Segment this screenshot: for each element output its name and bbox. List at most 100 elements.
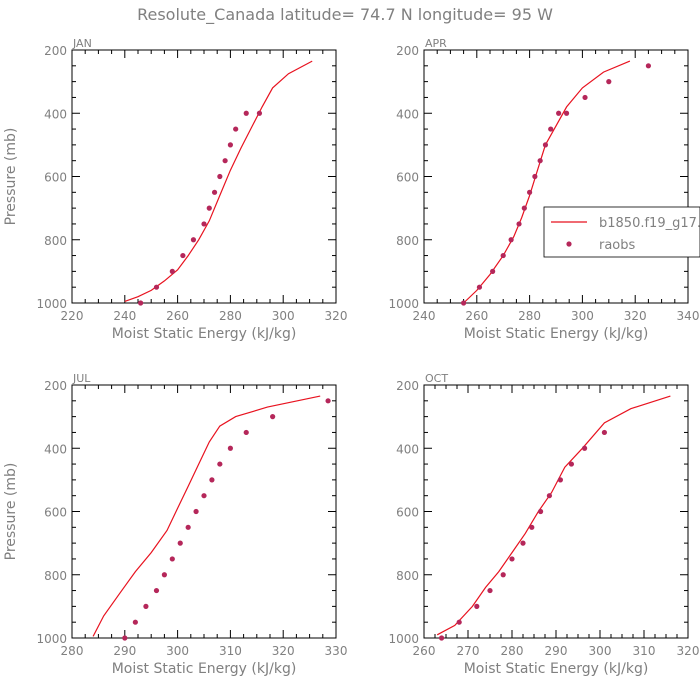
x-tick-label: 260 [166, 309, 189, 323]
raobs-point [325, 398, 331, 404]
y-tick-label: 1000 [388, 632, 419, 646]
x-tick-label: 310 [633, 644, 656, 658]
panel-label: APR [425, 37, 447, 50]
x-axis-label: Moist Static Energy (kJ/kg) [112, 326, 297, 342]
x-tick-label: 310 [219, 644, 242, 658]
x-tick-label: 340 [677, 309, 700, 323]
y-tick-label: 200 [44, 379, 67, 393]
y-axis-label: Pressure (mb) [3, 128, 19, 226]
raobs-point [557, 477, 564, 483]
raobs-point [201, 221, 207, 227]
x-tick-label: 330 [325, 644, 348, 658]
raobs-point [461, 300, 467, 306]
y-tick-label: 600 [44, 506, 67, 520]
x-tick-label: 260 [465, 309, 488, 323]
x-tick-label: 280 [518, 309, 541, 323]
legend: b1850.f19_g17.raobs [543, 206, 700, 258]
raobs-point [177, 540, 183, 546]
raobs-point [132, 619, 138, 625]
raobs-point [227, 445, 233, 451]
y-tick-label: 1000 [36, 632, 67, 646]
raobs-point [122, 635, 128, 641]
raobs-point [546, 493, 553, 499]
raobs-point [169, 268, 175, 274]
x-tick-label: 290 [545, 644, 568, 658]
raobs-point [233, 126, 239, 132]
panel-label: OCT [425, 372, 448, 385]
model-line [463, 60, 631, 304]
raobs-point [529, 524, 535, 530]
raobs-point [542, 142, 549, 148]
x-tick-label: 300 [166, 644, 189, 658]
raobs-point [206, 205, 212, 211]
x-axis-label: Moist Static Energy (kJ/kg) [464, 326, 649, 342]
panel-label: JUL [72, 372, 91, 385]
y-tick-label: 200 [396, 379, 419, 393]
legend-box [543, 206, 700, 258]
x-tick-label: 300 [272, 309, 295, 323]
y-tick-label: 600 [396, 171, 419, 185]
x-axis-label: Moist Static Energy (kJ/kg) [112, 661, 297, 677]
x-tick-label: 290 [113, 644, 136, 658]
raobs-point [209, 477, 215, 483]
raobs-point [509, 556, 515, 562]
plot-frame [71, 49, 337, 304]
y-tick-label: 400 [44, 442, 67, 456]
raobs-point [256, 110, 263, 116]
raobs-point [556, 110, 562, 116]
raobs-point [169, 556, 175, 562]
figure-title: Resolute_Canada latitude= 74.7 N longitu… [137, 5, 553, 25]
x-tick-label: 240 [413, 309, 436, 323]
raobs-point [582, 445, 588, 451]
raobs-point [201, 493, 207, 499]
raobs-point [193, 508, 199, 515]
x-tick-label: 320 [677, 644, 700, 658]
raobs-point [508, 237, 514, 243]
x-tick-label: 300 [589, 644, 612, 658]
raobs-point [474, 603, 480, 609]
plot-frame [71, 384, 337, 639]
x-tick-label: 260 [413, 644, 436, 658]
x-axis-label: Moist Static Energy (kJ/kg) [464, 661, 649, 677]
x-tick-label: 280 [61, 644, 84, 658]
raobs-point [270, 414, 276, 420]
raobs-point [563, 110, 570, 116]
panel-label: JAN [72, 37, 92, 50]
raobs-point [606, 79, 612, 85]
y-tick-label: 1000 [36, 297, 67, 311]
legend-label: raobs [599, 238, 636, 253]
x-tick-label: 280 [501, 644, 524, 658]
panel-jan: JAN 220 240 260 280 300 320 200 400 600 800 1000 Moi… [3, 37, 347, 342]
model-line [92, 395, 321, 637]
x-tick-label: 320 [272, 644, 295, 658]
panels: JAN 220 240 260 280 300 320 200 400 600 800 1000 Moi… [3, 37, 700, 677]
raobs-point [537, 158, 543, 164]
x-tick-label: 280 [219, 309, 242, 323]
raobs-point [532, 173, 538, 180]
raobs-point [180, 252, 186, 259]
raobs-point [222, 158, 228, 164]
x-tick-label: 320 [325, 309, 348, 323]
raobs-point [138, 300, 144, 306]
x-tick-label: 300 [571, 309, 594, 323]
y-tick-label: 200 [396, 44, 419, 58]
raobs-point [568, 461, 575, 467]
raobs-point [538, 508, 544, 515]
raobs-point [487, 587, 493, 594]
raobs-point [185, 524, 191, 530]
x-tick-label: 240 [113, 309, 136, 323]
raobs-point [153, 587, 160, 594]
y-tick-label: 200 [44, 44, 67, 58]
raobs-point [516, 221, 522, 227]
raobs-point [456, 619, 462, 625]
raobs-point [645, 63, 652, 69]
model-line [436, 395, 671, 636]
y-tick-label: 400 [44, 107, 67, 121]
panel-jul: JUL 280 290 300 310 320 330 200 400 600 800 1000 Moi… [3, 372, 347, 677]
raobs-point [243, 429, 249, 436]
y-tick-label: 1000 [388, 297, 419, 311]
plot-frame [423, 384, 689, 639]
raobs-point [601, 429, 608, 436]
y-tick-label: 800 [44, 234, 67, 248]
